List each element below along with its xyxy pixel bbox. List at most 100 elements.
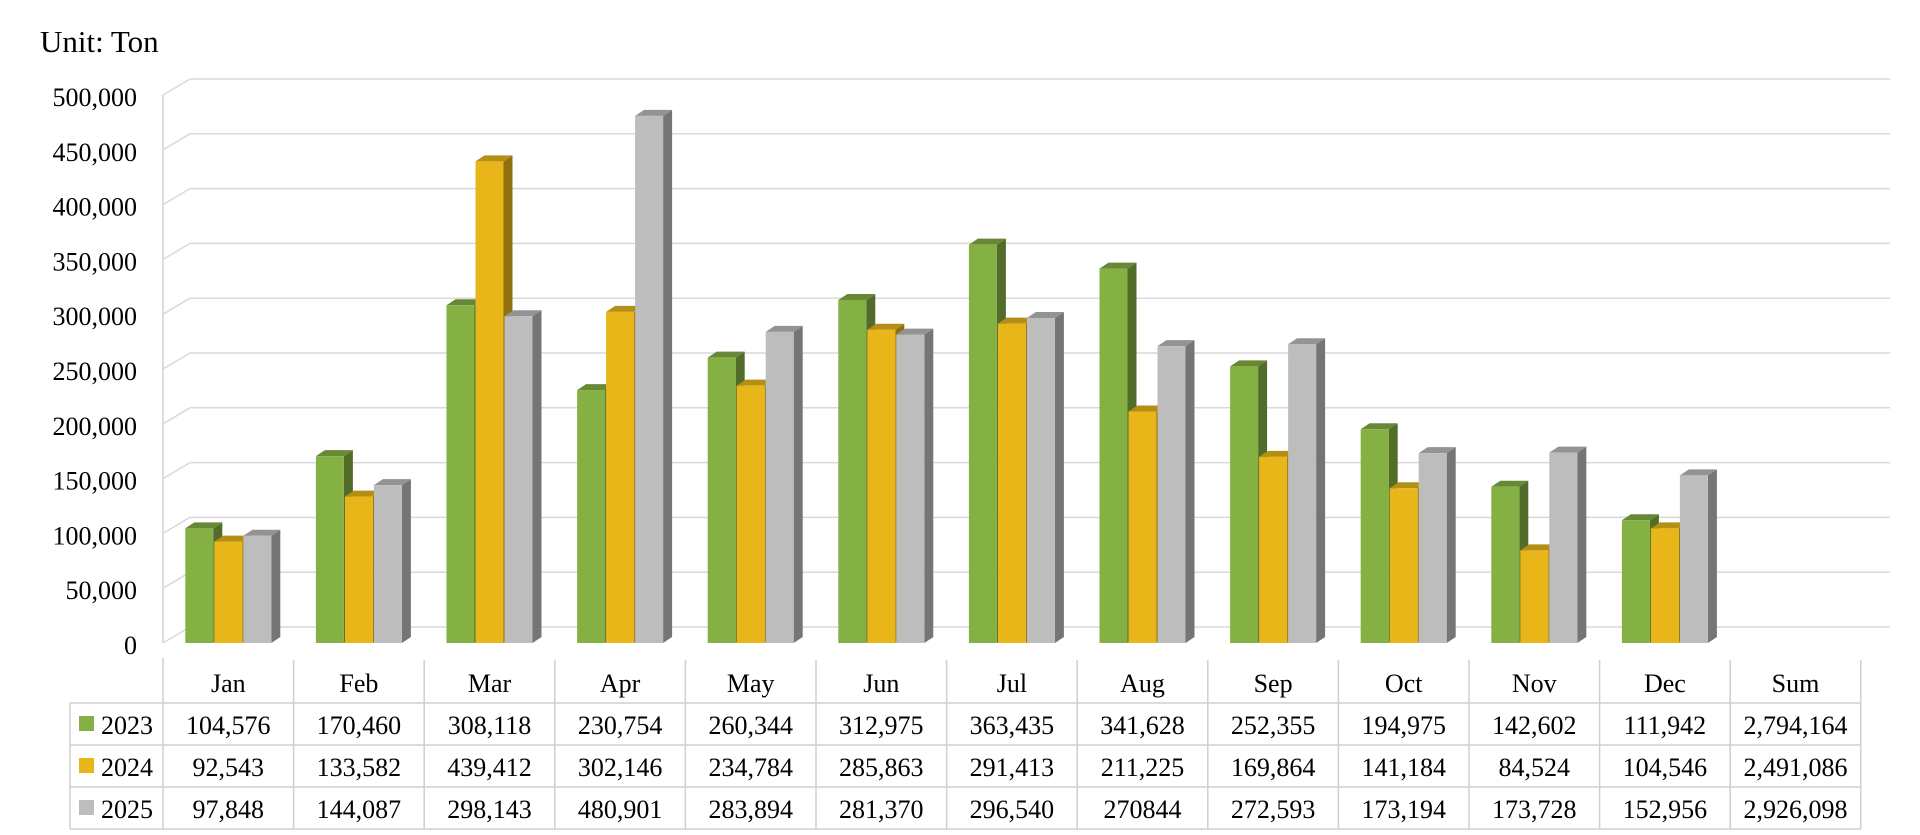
- y-tick-label: 250,000: [53, 357, 138, 386]
- table-cell: 92,543: [193, 753, 265, 782]
- table-cell: 211,225: [1101, 753, 1185, 782]
- bar-side: [532, 310, 542, 643]
- y-tick-label: 200,000: [53, 412, 138, 441]
- bar-top: [446, 299, 484, 306]
- table-cell: 84,524: [1499, 753, 1571, 782]
- bar: [214, 541, 243, 643]
- y-tick-label: 300,000: [53, 302, 138, 331]
- bar-top: [867, 323, 905, 330]
- bar: [1230, 366, 1259, 643]
- bar-side: [793, 325, 803, 643]
- bar-top: [1230, 360, 1268, 367]
- table-cell: 480,901: [578, 795, 663, 824]
- bar: [1288, 344, 1317, 643]
- y-tick-label: 500,000: [53, 83, 138, 112]
- table-cell: 439,412: [447, 753, 532, 782]
- bar: [1360, 429, 1389, 643]
- bar-top: [1650, 522, 1688, 529]
- table-header-cell: Jul: [997, 669, 1027, 698]
- table-cell: 363,435: [970, 711, 1055, 740]
- bar-top: [1099, 262, 1137, 269]
- bar: [606, 311, 635, 643]
- bar: [736, 385, 765, 643]
- bar: [1026, 317, 1055, 643]
- table-cell: 2,491,086: [1744, 753, 1848, 782]
- gridline-depth: [162, 407, 191, 425]
- bar: [577, 390, 606, 643]
- table-cell: 308,118: [448, 711, 532, 740]
- bar-top: [606, 305, 644, 312]
- bar: [968, 244, 997, 644]
- bar-side: [924, 328, 934, 643]
- bar-side: [1707, 469, 1717, 643]
- table-cell: 133,582: [317, 753, 402, 782]
- bar: [1549, 452, 1578, 643]
- table-cell: 97,848: [193, 795, 265, 824]
- bar: [504, 316, 533, 643]
- bar: [997, 323, 1026, 643]
- bar-top: [1491, 480, 1529, 487]
- bar-top: [185, 522, 223, 529]
- bar: [1157, 346, 1186, 643]
- bar-side: [663, 109, 673, 644]
- bar-top: [707, 351, 745, 358]
- bar-top: [577, 384, 615, 391]
- bar-side: [1316, 338, 1326, 643]
- series-label: 2024: [101, 753, 153, 782]
- bar-side: [271, 529, 281, 643]
- bar-top: [504, 310, 542, 317]
- table-header-cell: Feb: [339, 669, 378, 698]
- y-tick-label: 150,000: [53, 467, 138, 496]
- bar: [243, 535, 272, 643]
- gridline-depth: [162, 297, 191, 315]
- table-cell: 234,784: [708, 753, 793, 782]
- bar-top: [765, 325, 803, 332]
- bar-top: [1288, 338, 1326, 345]
- bar-top: [1389, 482, 1427, 489]
- bar-top: [1026, 311, 1064, 318]
- y-tick-label: 350,000: [53, 247, 138, 276]
- table-cell: 104,546: [1623, 753, 1708, 782]
- bar: [1099, 268, 1128, 643]
- bar-side: [1185, 340, 1195, 643]
- table-cell: 296,540: [970, 795, 1055, 824]
- bar-top: [1621, 514, 1659, 521]
- table-cell: 298,143: [447, 795, 532, 824]
- bar-top: [736, 379, 774, 386]
- bar-top: [1679, 469, 1717, 476]
- table-cell: 291,413: [970, 753, 1055, 782]
- table-cell: 104,576: [186, 711, 271, 740]
- bar: [344, 496, 373, 643]
- bar-top: [1520, 544, 1558, 551]
- legend-swatch: [79, 758, 94, 773]
- gridline-depth: [162, 187, 191, 206]
- bar-top: [896, 328, 934, 335]
- bar: [1491, 486, 1520, 643]
- bar-top: [1418, 447, 1456, 454]
- table-cell: 141,184: [1361, 753, 1446, 782]
- table-header-cell: May: [727, 669, 775, 698]
- y-tick-label: 0: [124, 631, 137, 660]
- bar-top: [997, 317, 1035, 324]
- gridline-depth: [162, 242, 191, 261]
- table-cell: 169,864: [1231, 753, 1316, 782]
- gridline-depth: [162, 78, 191, 96]
- table-header-cell: Nov: [1512, 669, 1557, 698]
- gridline-depth: [162, 133, 191, 151]
- table-cell: 2,794,164: [1744, 711, 1848, 740]
- bar: [446, 305, 475, 643]
- table-header-cell: Sum: [1772, 669, 1820, 698]
- table-cell: 270844: [1104, 795, 1182, 824]
- table-header-cell: Apr: [600, 669, 641, 698]
- bar-top: [1128, 405, 1166, 412]
- legend-swatch: [79, 716, 94, 731]
- bar-top: [968, 238, 1006, 245]
- y-tick-label: 400,000: [53, 193, 138, 222]
- bar-top: [838, 293, 876, 300]
- bar-top: [1360, 423, 1398, 430]
- y-tick-label: 450,000: [53, 138, 138, 167]
- bar-side: [401, 479, 411, 643]
- bar: [1650, 528, 1679, 643]
- y-tick-label: 50,000: [66, 576, 138, 605]
